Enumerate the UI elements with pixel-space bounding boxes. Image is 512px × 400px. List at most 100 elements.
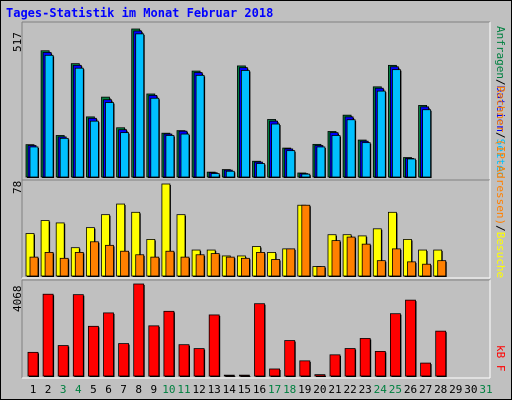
day-label-23: 23 bbox=[359, 383, 372, 396]
bar-kbytes-16 bbox=[254, 303, 265, 377]
bar-requests-2-2 bbox=[44, 54, 54, 178]
bar-kbytes-7 bbox=[118, 343, 129, 377]
bar-kbytes-18 bbox=[284, 340, 296, 377]
day-label-8: 8 bbox=[135, 383, 142, 396]
bar-requests-2-24 bbox=[376, 90, 386, 178]
bar-requests-2-5 bbox=[90, 120, 99, 178]
bar-visits-1-12 bbox=[195, 254, 205, 277]
day-label-26: 26 bbox=[404, 383, 417, 396]
bar-kbytes-6 bbox=[103, 312, 114, 377]
bar-visits-1-5 bbox=[90, 241, 99, 277]
day-label-11: 11 bbox=[177, 383, 190, 396]
bar-kbytes-9 bbox=[148, 325, 160, 377]
bar-kbytes-23 bbox=[359, 338, 371, 377]
bar-kbytes-25 bbox=[389, 313, 401, 377]
bar-requests-2-11 bbox=[180, 133, 190, 178]
bar-visits-1-14 bbox=[225, 256, 235, 277]
bar-kbytes-19 bbox=[299, 360, 311, 377]
day-label-27: 27 bbox=[419, 383, 432, 396]
chart-title: Tages-Statistik im Monat Februar 2018 bbox=[6, 6, 274, 20]
day-label-10: 10 bbox=[162, 383, 175, 396]
bar-visits-1-23 bbox=[361, 243, 371, 277]
bar-requests-2-13 bbox=[210, 173, 220, 178]
bar-requests-2-27 bbox=[422, 109, 432, 178]
bar-visits-1-21 bbox=[331, 240, 341, 277]
day-label-2: 2 bbox=[45, 383, 52, 396]
bar-kbytes-13 bbox=[208, 314, 220, 377]
day-label-1: 1 bbox=[30, 383, 37, 396]
bar-kbytes-15 bbox=[238, 374, 250, 377]
bar-visits-1-27 bbox=[422, 263, 432, 277]
day-label-13: 13 bbox=[208, 383, 221, 396]
bar-requests-2-16 bbox=[256, 163, 265, 178]
day-label-19: 19 bbox=[298, 383, 311, 396]
day-label-28: 28 bbox=[434, 383, 447, 396]
bar-kbytes-28 bbox=[435, 330, 447, 377]
bar-visits-1-6 bbox=[105, 244, 114, 277]
bar-visits-1-15 bbox=[240, 257, 250, 277]
bar-visits-1-1 bbox=[29, 256, 39, 277]
day-label-20: 20 bbox=[313, 383, 326, 396]
day-label-6: 6 bbox=[105, 383, 112, 396]
day-label-17: 17 bbox=[268, 383, 281, 396]
bar-requests-2-7 bbox=[120, 132, 129, 178]
day-label-31: 31 bbox=[479, 383, 492, 396]
bar-visits-1-24 bbox=[376, 260, 386, 277]
bar-requests-2-21 bbox=[331, 135, 341, 178]
bar-visits-1-25 bbox=[391, 248, 401, 277]
bar-kbytes-10 bbox=[163, 310, 175, 377]
bar-kbytes-14 bbox=[223, 374, 235, 377]
bar-kbytes-26 bbox=[405, 299, 416, 377]
day-label-22: 22 bbox=[343, 383, 356, 396]
bar-visits-1-22 bbox=[346, 236, 356, 277]
bar-kbytes-5 bbox=[88, 325, 99, 377]
bar-requests-2-15 bbox=[240, 70, 250, 178]
bar-visits-1-9 bbox=[150, 256, 160, 277]
bar-visits-1-18 bbox=[286, 248, 296, 277]
bar-kbytes-12 bbox=[193, 348, 205, 377]
day-label-16: 16 bbox=[253, 383, 266, 396]
bar-visits-1-20 bbox=[316, 266, 326, 277]
day-label-30: 30 bbox=[464, 383, 477, 396]
bar-requests-2-14 bbox=[225, 170, 235, 178]
bar-requests-2-8 bbox=[135, 33, 145, 178]
bar-visits-1-8 bbox=[135, 254, 145, 277]
bar-visits-1-4 bbox=[74, 252, 84, 277]
bar-requests-2-22 bbox=[346, 119, 356, 178]
bar-requests-2-18 bbox=[286, 150, 296, 178]
day-label-24: 24 bbox=[374, 383, 388, 396]
bar-visits-1-10 bbox=[165, 250, 175, 277]
day-label-29: 29 bbox=[449, 383, 462, 396]
day-label-21: 21 bbox=[328, 383, 341, 396]
bar-kbytes-20 bbox=[314, 374, 326, 377]
bar-requests-2-26 bbox=[407, 158, 416, 178]
day-label-9: 9 bbox=[150, 383, 157, 396]
bar-visits-1-16 bbox=[256, 252, 265, 277]
day-label-12: 12 bbox=[192, 383, 205, 396]
bar-requests-2-9 bbox=[150, 97, 160, 178]
day-label-5: 5 bbox=[90, 383, 97, 396]
bar-kbytes-2 bbox=[42, 293, 54, 377]
bar-kbytes-1 bbox=[27, 351, 39, 377]
bar-kbytes-17 bbox=[269, 368, 281, 377]
bar-visits-1-28 bbox=[437, 260, 447, 277]
bar-kbytes-11 bbox=[178, 344, 190, 377]
bar-kbytes-4 bbox=[72, 294, 84, 377]
bar-requests-2-3 bbox=[59, 137, 69, 178]
day-label-3: 3 bbox=[60, 383, 67, 396]
bar-requests-2-10 bbox=[165, 135, 175, 178]
bar-visits-1-3 bbox=[59, 257, 69, 277]
bar-requests-2-23 bbox=[361, 142, 371, 178]
bar-kbytes-8 bbox=[133, 283, 145, 377]
day-label-7: 7 bbox=[120, 383, 127, 396]
day-label-4: 4 bbox=[75, 383, 82, 396]
bar-kbytes-24 bbox=[374, 351, 386, 377]
bar-visits-1-26 bbox=[407, 261, 416, 277]
bar-requests-2-4 bbox=[74, 67, 84, 178]
bar-requests-2-17 bbox=[271, 123, 281, 178]
bar-visits-1-11 bbox=[180, 256, 190, 277]
bar-visits-1-2 bbox=[44, 252, 54, 277]
day-label-14: 14 bbox=[223, 383, 237, 396]
bar-visits-1-17 bbox=[271, 259, 281, 277]
